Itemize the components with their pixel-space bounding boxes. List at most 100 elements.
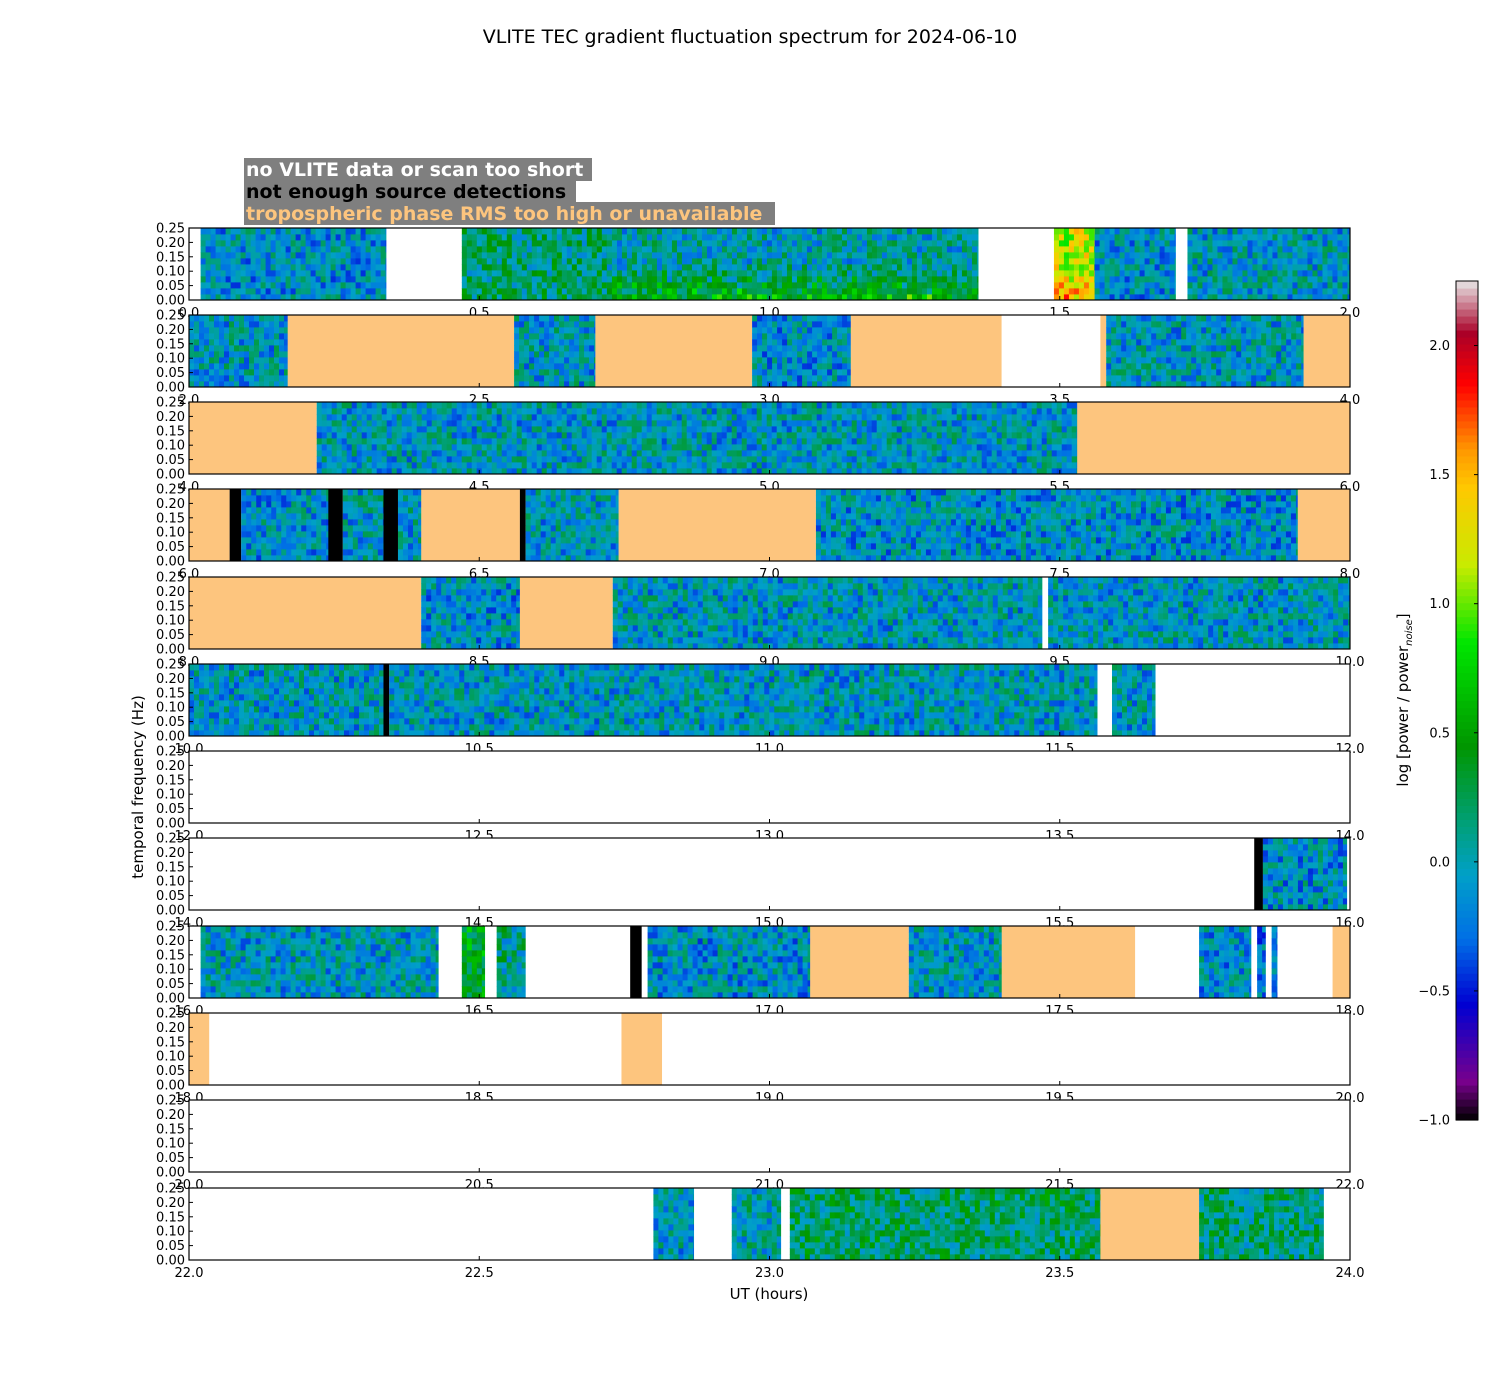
spectrum-cell [456, 408, 463, 415]
spectrum-cell [881, 264, 888, 271]
spectrum-cell [611, 276, 618, 283]
spectrum-cell [786, 234, 793, 241]
spectrum-cell [1169, 282, 1175, 289]
spectrum-cell [961, 240, 968, 247]
spectrum-cell [346, 432, 353, 439]
spectrum-cell [1266, 315, 1272, 322]
spectrum-cell [576, 462, 583, 469]
spectrum-cell [746, 246, 753, 253]
spectrum-cell [701, 276, 708, 283]
spectrum-cell [536, 420, 543, 427]
spectrum-cell [1276, 363, 1282, 370]
spectrum-cell [1337, 270, 1343, 277]
spectrum-cell [1083, 240, 1090, 247]
spectrum-cell [310, 276, 317, 283]
spectrum-cell [1099, 240, 1105, 247]
spectrum-cell [326, 432, 333, 439]
spectrum-cell [631, 288, 638, 295]
spectrum-cell [1131, 327, 1137, 334]
spectrum-cell [589, 315, 595, 322]
spectrum-cell [836, 252, 843, 259]
spectrum-cell [1196, 357, 1202, 364]
spectrum-cell [791, 264, 798, 271]
spectrum-cell [757, 369, 763, 376]
spectrum-cell [711, 246, 718, 253]
spectrum-cell [204, 381, 210, 388]
spectrum-cell [1296, 327, 1302, 334]
spectrum-cell [559, 327, 565, 334]
spectrum-cell [807, 333, 813, 340]
spectrum-cell [791, 414, 798, 421]
spectrum-cell [796, 228, 803, 235]
spectrum-cell [636, 438, 643, 445]
spectrum-cell [961, 288, 968, 295]
spectrum-cell [285, 258, 292, 265]
spectrum-cell [1196, 345, 1202, 352]
spectrum-cell [486, 456, 493, 463]
spectrum-cell [1226, 345, 1232, 352]
spectrum-cell [621, 462, 628, 469]
spectrum-cell [601, 258, 608, 265]
spectrum-cell [265, 252, 272, 259]
spectrum-cell [411, 462, 418, 469]
spectrum-cell [821, 438, 828, 445]
spectrum-cell [581, 258, 588, 265]
spectrum-cell [861, 246, 868, 253]
spectrum-cell [214, 345, 220, 352]
spectrum-cell [571, 420, 578, 427]
spectrum-cell [636, 264, 643, 271]
spectrum-cell [576, 438, 583, 445]
spectrum-cell [611, 228, 618, 235]
spectrum-cell [1301, 321, 1304, 328]
spectrum-cell [1161, 315, 1167, 322]
spectrum-cell [891, 228, 898, 235]
spectrum-cell [491, 414, 498, 421]
spectrum-cell [1212, 234, 1218, 241]
spectrum-cell [456, 468, 463, 475]
spectrum-cell [351, 426, 358, 433]
spectrum-cell [821, 240, 828, 247]
spectrum-cell [661, 462, 668, 469]
spectrum-cell [1196, 321, 1202, 328]
spectrum-cell [471, 438, 478, 445]
spectrum-cell [205, 234, 212, 241]
spectrum-cell [616, 276, 623, 283]
spectrum-cell [471, 444, 478, 451]
spectrum-cell [1231, 333, 1237, 340]
spectrum-cell [621, 294, 628, 301]
spectrum-cell [586, 294, 593, 301]
spectrum-cell [321, 462, 328, 469]
spectrum-cell [811, 288, 818, 295]
spectrum-cell [1242, 264, 1248, 271]
spectrum-cell [641, 252, 648, 259]
spectrum-cell [1201, 333, 1207, 340]
spectrum-cell [1058, 228, 1065, 235]
spectrum-cell [831, 252, 838, 259]
spectrum-cell [1262, 294, 1268, 301]
spectrum-cell [951, 264, 958, 271]
spectrum-cell [901, 264, 908, 271]
spectrum-cell [781, 252, 788, 259]
spectrum-cell [1227, 228, 1233, 235]
spectrum-cell [401, 468, 408, 475]
spectrum-cell [846, 246, 853, 253]
spectrum-cell [736, 294, 743, 301]
spectrum-cell [396, 456, 403, 463]
spectrum-cell [1276, 351, 1282, 358]
spectrum-cell [569, 315, 575, 322]
spectrum-cell [1141, 345, 1147, 352]
spectrum-cell [686, 276, 693, 283]
spectrum-cell [827, 321, 833, 328]
spectrum-cell [519, 375, 525, 382]
spectrum-cell [594, 381, 596, 388]
spectrum-cell [544, 333, 550, 340]
spectrum-cell [1317, 234, 1323, 241]
spectrum-cell [539, 369, 545, 376]
spectrum-cell [1232, 258, 1238, 265]
spectrum-cell [536, 228, 543, 235]
spectrum-cell [1164, 288, 1170, 295]
spectrum-cell [1322, 246, 1328, 253]
spectrum-cell [1106, 327, 1112, 334]
spectrum-cell [375, 228, 382, 235]
spectrum-cell [1141, 339, 1147, 346]
